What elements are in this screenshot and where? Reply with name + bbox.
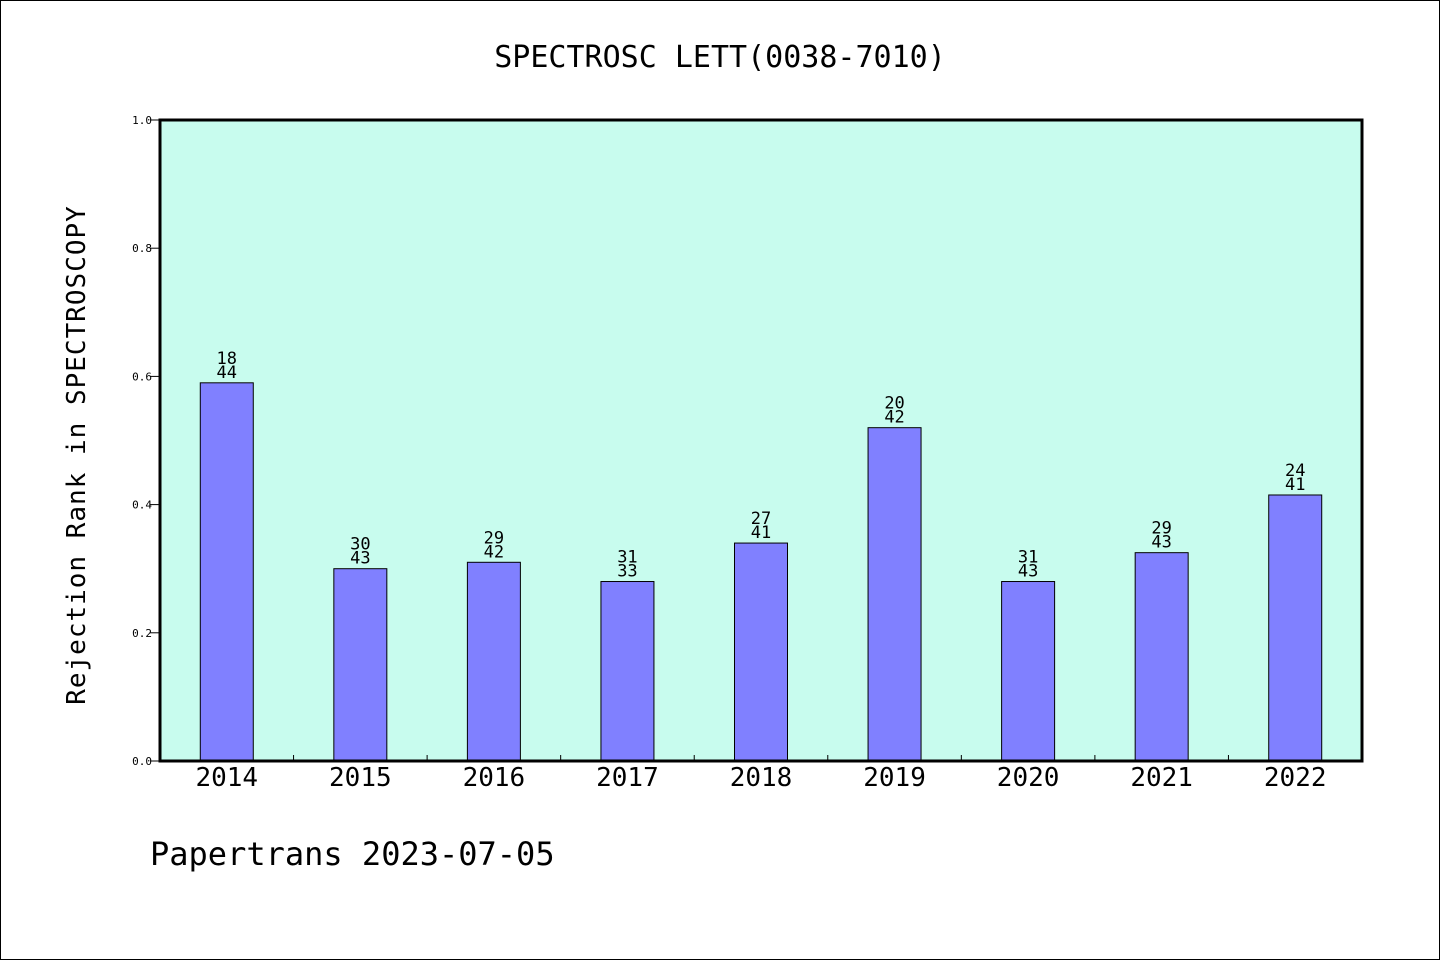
bar-label-bottom-2015: 43 [350, 549, 370, 569]
bar-label-bottom-2019: 42 [884, 408, 904, 428]
x-tick-label-2021: 2021 [1130, 763, 1193, 793]
axis-ticks-group: 2014 2015 2016 2017 2018 2019 2020 2021 20220.00… [132, 114, 1326, 793]
bar-label-top-2014: 18 [217, 349, 237, 369]
bar-2015 [333, 568, 388, 762]
bar-label-bottom-2021: 43 [1151, 533, 1171, 553]
bar-label-top-2019: 20 [884, 394, 904, 414]
bar-label-bottom-2016: 42 [484, 542, 504, 562]
bar-2018 [734, 542, 788, 762]
bar-2021 [1134, 552, 1189, 762]
x-tick-label-2022: 2022 [1264, 763, 1327, 793]
bar-label-top-2021: 29 [1151, 519, 1171, 539]
bar-label-top-2018: 27 [751, 509, 771, 529]
bar-2020 [1001, 581, 1056, 762]
bar-2019 [867, 427, 922, 762]
footer-text: Papertrans 2023-07-05 [150, 835, 555, 873]
y-tick-label-0.0: 0.0 [132, 755, 152, 768]
x-tick-label-2017: 2017 [596, 763, 659, 793]
y-tick-label-0.4: 0.4 [132, 499, 152, 512]
y-axis-label: Rejection Rank in SPECTROSCOPY [62, 205, 92, 705]
x-tick-label-2020: 2020 [997, 763, 1060, 793]
y-tick-label-0.6: 0.6 [132, 370, 152, 383]
y-tick-label-0.2: 0.2 [132, 627, 152, 640]
bar-label-bottom-2017: 33 [617, 562, 637, 582]
bar-label-top-2016: 29 [484, 528, 504, 548]
x-tick-label-2018: 2018 [730, 763, 793, 793]
bar-label-bottom-2022: 41 [1285, 475, 1305, 495]
x-tick-label-2019: 2019 [863, 763, 926, 793]
plot-border [158, 118, 1364, 763]
bar-label-bottom-2020: 43 [1018, 562, 1038, 582]
bar-2014 [199, 382, 254, 762]
bar-2016 [466, 561, 521, 762]
bar-label-top-2020: 31 [1018, 548, 1038, 568]
bar-label-bottom-2018: 41 [751, 523, 771, 543]
x-tick-label-2015: 2015 [329, 763, 392, 793]
x-tick-label-2016: 2016 [463, 763, 526, 793]
bar-label-bottom-2014: 44 [217, 363, 237, 383]
x-tick-label-2014: 2014 [195, 763, 258, 793]
bar-label-top-2015: 30 [350, 535, 370, 555]
y-tick-label-0.8: 0.8 [132, 242, 152, 255]
bar-label-top-2017: 31 [617, 548, 637, 568]
y-tick-label-1.0: 1.0 [132, 114, 152, 127]
chart-title: SPECTROSC LETT(0038-7010) [494, 40, 946, 75]
bar-label-top-2022: 24 [1285, 461, 1305, 481]
bar-2022 [1268, 494, 1323, 762]
bar-2017 [600, 581, 655, 762]
